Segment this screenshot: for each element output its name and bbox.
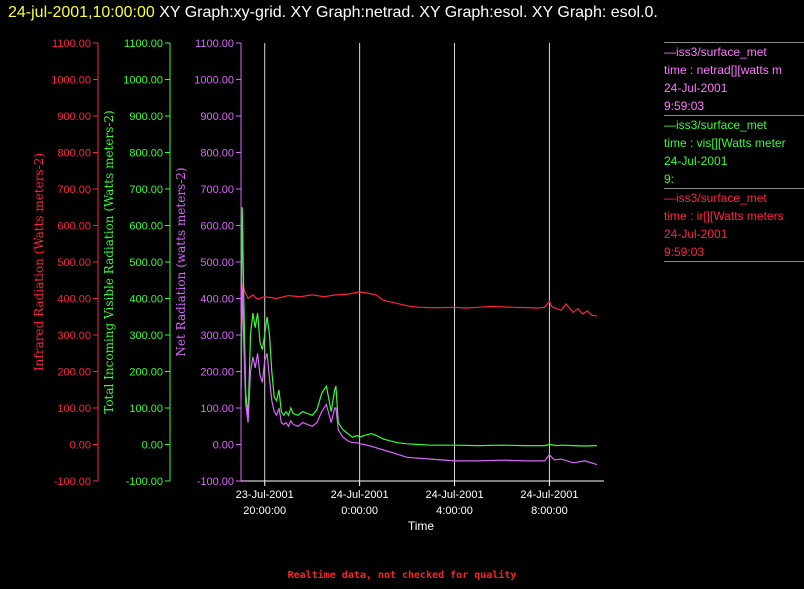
y-tick-label: 800.00 xyxy=(200,148,234,160)
x-tick-label-date: 23-Jul-2001 xyxy=(236,489,294,501)
y-tick-label: -100.00 xyxy=(126,476,163,488)
legend-date: 24-Jul-2001 xyxy=(664,154,728,168)
y-tick-label: 900.00 xyxy=(57,111,91,123)
y-tick-label: 700.00 xyxy=(129,184,163,196)
legend-time: 9:59:03 xyxy=(664,245,705,259)
y-tick-label: 100.00 xyxy=(129,403,163,415)
x-tick-label-date: 24-Jul-2001 xyxy=(425,489,483,501)
legend-date: 24-Jul-2001 xyxy=(664,81,728,95)
y-tick-label: 900.00 xyxy=(129,111,163,123)
y-tick-label: 800.00 xyxy=(57,148,91,160)
y-tick-label: 900.00 xyxy=(200,111,234,123)
y-tick-label: 100.00 xyxy=(57,403,91,415)
legend-time: 9: xyxy=(664,172,675,186)
legend-entry-ir[interactable]: —iss3/surface_met time : ir[][Watts mete… xyxy=(664,188,804,262)
y-tick-label: 200.00 xyxy=(200,367,234,379)
y-tick-label: 300.00 xyxy=(129,330,163,342)
x-tick-label-date: 24-Jul-2001 xyxy=(520,489,578,501)
header-timestamp: 24-jul-2001,10:00:00 xyxy=(8,4,155,21)
y-tick-label: 200.00 xyxy=(129,367,163,379)
y-tick-label: 1100.00 xyxy=(52,38,91,50)
legend-variable: time : vis[][Watts meter xyxy=(664,136,786,150)
legend-variable: time : ir[][Watts meters xyxy=(664,209,784,223)
y-tick-label: 300.00 xyxy=(200,330,234,342)
y-tick-label: 1100.00 xyxy=(195,38,234,50)
y-tick-label: 100.00 xyxy=(200,403,234,415)
legend-source: —iss3/surface_met xyxy=(664,118,767,132)
x-tick-label-time: 0:00:00 xyxy=(341,505,378,517)
x-tick-label-date: 24-Jul-2001 xyxy=(331,489,389,501)
y-tick-label: 0.00 xyxy=(142,440,163,452)
series-line-vis xyxy=(240,207,597,447)
y-tick-label: 700.00 xyxy=(57,184,91,196)
x-tick-label-time: 20:00:00 xyxy=(243,505,286,517)
chart-header: 24-jul-2001,10:00:00 XY Graph:xy-grid. X… xyxy=(8,2,768,24)
x-tick-label-time: 4:00:00 xyxy=(436,505,473,517)
series-line-ir xyxy=(240,283,597,325)
legend-time: 9:59:03 xyxy=(664,99,705,113)
legend-source: —iss3/surface_met xyxy=(664,191,767,205)
quality-footer: Realtime data, not checked for quality xyxy=(287,570,517,581)
y-tick-label: 300.00 xyxy=(57,330,91,342)
y-tick-label: 600.00 xyxy=(129,221,163,233)
legend-entry-net[interactable]: —iss3/surface_met time : netrad[][watts … xyxy=(664,42,804,115)
y-tick-label: 800.00 xyxy=(129,148,163,160)
legend-source: —iss3/surface_met xyxy=(664,45,767,59)
y-tick-label: 1000.00 xyxy=(194,75,234,87)
y-tick-label: 500.00 xyxy=(129,257,163,269)
y-tick-label: 600.00 xyxy=(200,221,234,233)
legend-variable: time : netrad[][watts m xyxy=(664,63,783,77)
y-tick-label: 600.00 xyxy=(57,221,91,233)
y-tick-label: 400.00 xyxy=(200,294,234,306)
y-tick-label: 200.00 xyxy=(57,367,91,379)
y-tick-label: 1000.00 xyxy=(123,75,163,87)
legend-entry-vis[interactable]: —iss3/surface_met time : vis[][Watts met… xyxy=(664,115,804,188)
y-axis-label-ir: Infrared Radiation (Watts meters-2) xyxy=(32,153,46,371)
y-tick-label: 1000.00 xyxy=(51,75,91,87)
y-tick-label: -100.00 xyxy=(54,476,91,488)
y-tick-label: 1100.00 xyxy=(124,38,163,50)
y-tick-label: 700.00 xyxy=(200,184,234,196)
x-tick-label-time: 8:00:00 xyxy=(531,505,568,517)
y-tick-label: 500.00 xyxy=(200,257,234,269)
y-axis-label-net: Net Radiation (watts meters-2) xyxy=(174,167,188,356)
y-axis-label-vis: Total Incoming Visible Radiation (Watts … xyxy=(102,110,116,414)
series-line-net xyxy=(240,287,598,466)
y-tick-label: 0.00 xyxy=(213,440,234,452)
y-tick-label: 400.00 xyxy=(129,294,163,306)
x-axis-label: Time xyxy=(408,519,435,533)
y-tick-label: 400.00 xyxy=(57,294,91,306)
header-title: XY Graph:xy-grid. XY Graph:netrad. XY Gr… xyxy=(159,4,658,21)
y-tick-label: 0.00 xyxy=(70,440,91,452)
y-tick-label: -100.00 xyxy=(197,476,234,488)
legend: —iss3/surface_met time : netrad[][watts … xyxy=(664,42,804,262)
y-tick-label: 500.00 xyxy=(57,257,91,269)
legend-date: 24-Jul-2001 xyxy=(664,227,728,241)
